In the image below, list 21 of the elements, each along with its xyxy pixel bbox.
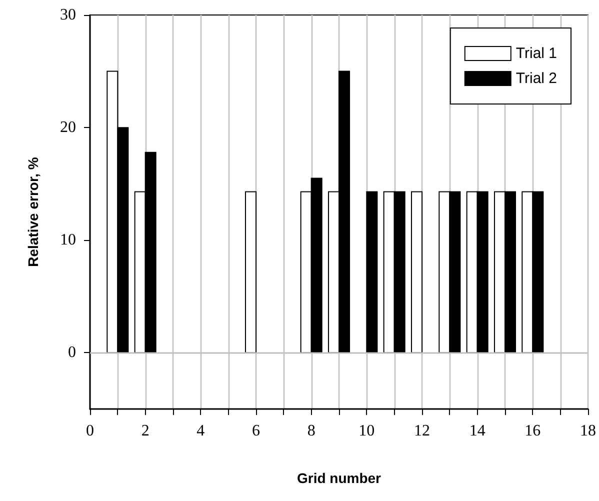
bar xyxy=(244,191,256,354)
x-axis-title: Grid number xyxy=(296,470,382,486)
x-tick-label: 0 xyxy=(86,422,94,440)
y-tick-label: 0 xyxy=(68,344,76,362)
bar xyxy=(410,191,422,354)
y-axis-title: Relative error, % xyxy=(25,156,41,267)
x-tick-label: 10 xyxy=(358,422,375,440)
x-tick-label: 6 xyxy=(252,422,260,440)
y-tick-label: 10 xyxy=(60,232,76,249)
legend-label: Trial 2 xyxy=(516,70,558,87)
x-tick-label: 16 xyxy=(524,422,541,440)
bar xyxy=(366,191,378,354)
y-tick-label: 30 xyxy=(60,6,76,24)
x-tick-label: 2 xyxy=(141,422,150,440)
x-tick-label: 14 xyxy=(469,422,486,440)
legend-label: Trial 1 xyxy=(516,45,558,62)
x-tick-label: 12 xyxy=(414,422,430,440)
x-tick-label: 8 xyxy=(307,422,316,440)
x-tick-label: 18 xyxy=(580,422,596,440)
y-tick-label: 20 xyxy=(60,119,76,136)
x-tick-label: 4 xyxy=(196,422,205,440)
